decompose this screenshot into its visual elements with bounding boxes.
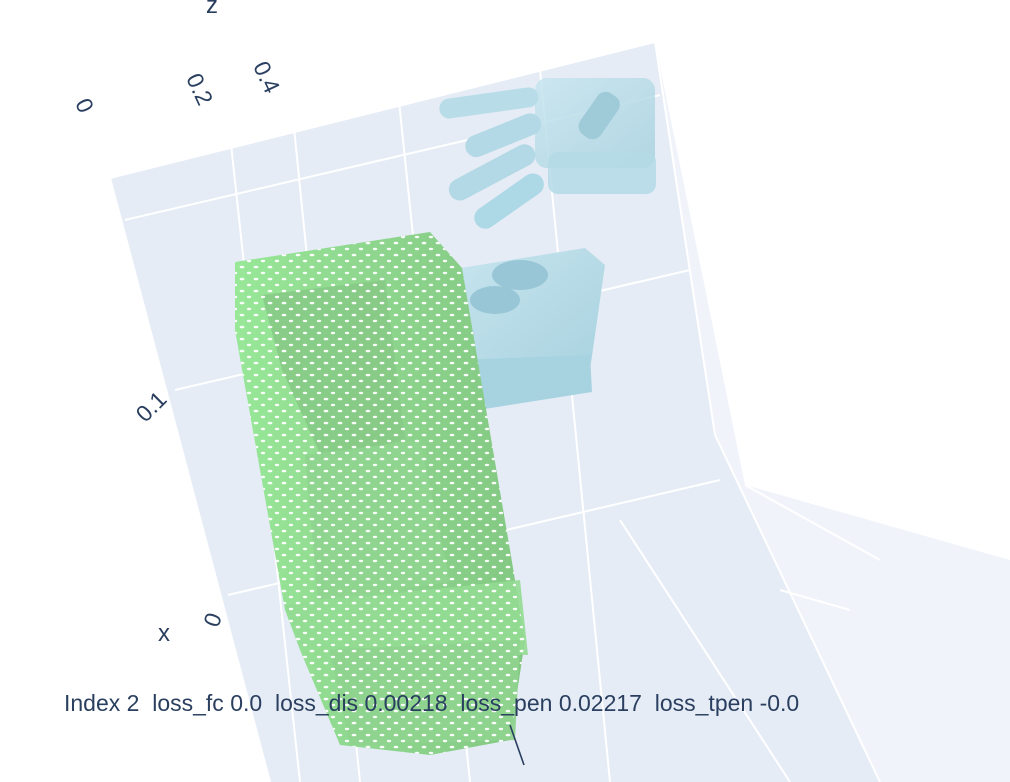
axis-title-z: z [206, 0, 218, 19]
axis-title-x: x [158, 620, 170, 647]
loss-caption: Index 2 loss_fc 0.0 loss_dis 0.00218 los… [64, 690, 800, 716]
scene-side-wall [655, 42, 1010, 782]
object-mesh [235, 232, 528, 766]
hand-mesh [439, 78, 656, 410]
